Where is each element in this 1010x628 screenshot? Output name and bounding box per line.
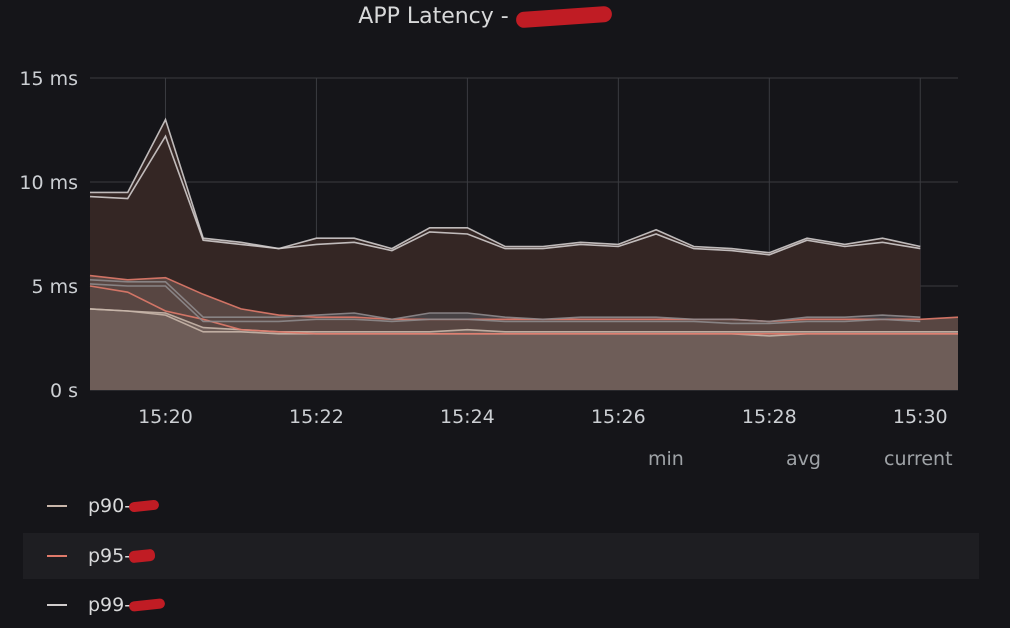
x-axis: 15:20 15:22 15:24 15:26 15:28 15:30 bbox=[138, 406, 948, 428]
legend-item-p99[interactable]: p99- bbox=[23, 582, 979, 628]
legend-header-current[interactable]: current bbox=[884, 448, 953, 470]
legend-label-p95: p95- bbox=[88, 545, 132, 567]
legend-label-p90: p90- bbox=[88, 495, 132, 517]
legend-header-avg[interactable]: avg bbox=[786, 448, 821, 470]
redaction-mark bbox=[128, 598, 166, 612]
legend-header-min[interactable]: min bbox=[648, 448, 684, 470]
series-line bbox=[89, 283, 921, 325]
series-lines bbox=[89, 117, 959, 337]
legend-swatch-p90 bbox=[47, 505, 67, 507]
x-tick-label: 15:28 bbox=[742, 406, 797, 428]
y-tick-label: 0 s bbox=[50, 380, 78, 402]
x-tick-label: 15:30 bbox=[893, 406, 948, 428]
y-axis: 0 s 5 ms 10 ms 15 ms bbox=[19, 68, 78, 402]
legend-swatch-p99 bbox=[47, 604, 67, 606]
panel-title-text: APP Latency - bbox=[358, 4, 516, 29]
series-area bbox=[90, 308, 958, 390]
series-line bbox=[89, 308, 958, 333]
y-tick-label: 10 ms bbox=[19, 172, 78, 194]
y-tick-label: 5 ms bbox=[31, 276, 78, 298]
series-line bbox=[89, 279, 921, 323]
legend-item-p95[interactable]: p95- bbox=[23, 533, 979, 579]
redaction-mark bbox=[128, 499, 160, 513]
legend-swatch-p95 bbox=[47, 555, 67, 557]
x-tick-label: 15:20 bbox=[138, 406, 193, 428]
series-line bbox=[89, 134, 921, 256]
x-tick-label: 15:22 bbox=[289, 406, 344, 428]
panel-title[interactable]: APP Latency - bbox=[0, 0, 970, 34]
series-areas bbox=[90, 119, 958, 390]
series-line bbox=[89, 285, 958, 335]
x-tick-label: 15:26 bbox=[591, 406, 646, 428]
series-line bbox=[89, 274, 959, 323]
x-tick-label: 15:24 bbox=[440, 406, 495, 428]
legend-label-p99: p99- bbox=[88, 594, 132, 616]
legend-item-p90[interactable]: p90- bbox=[23, 483, 979, 529]
redaction-mark bbox=[128, 548, 156, 564]
series-line bbox=[90, 117, 921, 254]
y-tick-label: 15 ms bbox=[19, 68, 78, 90]
